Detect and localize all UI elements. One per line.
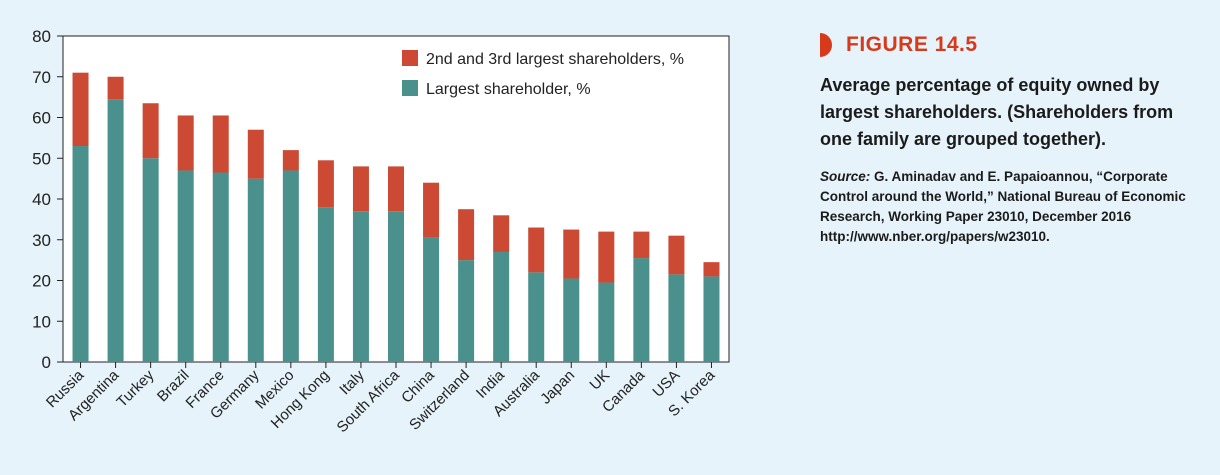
bar-segment-2nd-3rd bbox=[493, 215, 510, 252]
bar-segment-largest bbox=[107, 99, 124, 362]
bar-segment-2nd-3rd bbox=[423, 182, 440, 238]
x-tick-label: Turkey bbox=[113, 366, 157, 410]
bar-segment-largest bbox=[72, 146, 89, 362]
bar-segment-2nd-3rd bbox=[528, 227, 545, 273]
figure-title: Average percentage of equity owned by la… bbox=[820, 75, 1174, 149]
bar-segment-largest bbox=[458, 260, 475, 362]
bar-segment-largest bbox=[703, 276, 720, 362]
bar-segment-2nd-3rd bbox=[703, 262, 720, 277]
y-tick-label: 80 bbox=[32, 27, 51, 46]
bar-segment-largest bbox=[493, 251, 510, 362]
bar-segment-largest bbox=[142, 158, 159, 362]
legend-label: 2nd and 3rd largest shareholders, % bbox=[426, 51, 684, 68]
y-tick-label: 60 bbox=[32, 109, 51, 128]
y-tick-label: 10 bbox=[32, 312, 51, 331]
y-tick-label: 20 bbox=[32, 272, 51, 291]
bar-segment-largest bbox=[352, 211, 369, 362]
legend-swatch bbox=[402, 50, 418, 66]
figure-header: FIGURE 14.5 bbox=[820, 30, 1210, 60]
chart-panel: 0 10 20 30 40 50 60 70 80 Russia Argentina Turkey B… bbox=[32, 27, 730, 436]
bar-segment-2nd-3rd bbox=[107, 76, 124, 100]
bars bbox=[72, 72, 720, 362]
bar-segment-2nd-3rd bbox=[388, 166, 404, 212]
figure-marker-icon bbox=[820, 33, 832, 57]
x-axis: RussiaArgentinaTurkeyBrazilFranceGermany… bbox=[43, 362, 719, 436]
x-tick-label: Japan bbox=[537, 367, 578, 408]
bar-segment-2nd-3rd bbox=[247, 129, 264, 179]
y-tick-label: 0 bbox=[42, 353, 51, 372]
y-axis: 0 10 20 30 40 50 60 70 80 bbox=[32, 27, 63, 372]
bar-segment-2nd-3rd bbox=[142, 103, 159, 159]
bar-chart: 0 10 20 30 40 50 60 70 80 RussiaArgentinaTurkeyB… bbox=[32, 27, 730, 436]
bar-segment-largest bbox=[212, 172, 229, 362]
y-tick-label: 50 bbox=[32, 149, 51, 168]
bar-segment-2nd-3rd bbox=[458, 209, 475, 261]
bar-segment-largest bbox=[563, 278, 580, 362]
bar-segment-2nd-3rd bbox=[598, 231, 615, 283]
bar-segment-2nd-3rd bbox=[633, 231, 650, 259]
source-text: G. Aminadav and E. Papaioannou, “Corpora… bbox=[820, 169, 1186, 244]
bar-segment-2nd-3rd bbox=[352, 166, 369, 212]
x-tick-label: South Africa bbox=[334, 366, 404, 436]
bar-segment-2nd-3rd bbox=[668, 235, 685, 275]
bar-segment-2nd-3rd bbox=[563, 229, 580, 279]
bar-segment-largest bbox=[668, 274, 685, 362]
bar-segment-2nd-3rd bbox=[317, 160, 334, 208]
bar-segment-2nd-3rd bbox=[282, 150, 299, 171]
bar-segment-largest bbox=[282, 170, 299, 362]
bar-segment-largest bbox=[633, 258, 650, 362]
bar-segment-largest bbox=[177, 170, 194, 362]
bar-segment-largest bbox=[528, 272, 545, 362]
y-tick-label: 30 bbox=[32, 231, 51, 250]
legend-swatch bbox=[402, 80, 418, 96]
legend-label: Largest shareholder, % bbox=[426, 81, 591, 98]
bar-segment-largest bbox=[598, 282, 615, 362]
figure-source: Source: G. Aminadav and E. Papaioannou, … bbox=[820, 167, 1210, 247]
bar-segment-2nd-3rd bbox=[177, 115, 194, 171]
source-label: Source: bbox=[820, 169, 871, 184]
bar-segment-largest bbox=[388, 211, 404, 362]
bar-segment-largest bbox=[247, 178, 264, 362]
bar-segment-2nd-3rd bbox=[72, 72, 89, 147]
bar-segment-2nd-3rd bbox=[212, 115, 229, 173]
legend: 2nd and 3rd largest shareholders, % Large… bbox=[402, 50, 684, 98]
bar-segment-largest bbox=[423, 237, 440, 362]
bar-segment-largest bbox=[317, 207, 334, 362]
y-tick-label: 70 bbox=[32, 68, 51, 87]
figure-caption: FIGURE 14.5 Average percentage of equity… bbox=[820, 30, 1210, 247]
figure-label: FIGURE 14.5 bbox=[846, 33, 978, 56]
x-tick-label: UK bbox=[586, 367, 613, 394]
y-tick-label: 40 bbox=[32, 190, 51, 209]
